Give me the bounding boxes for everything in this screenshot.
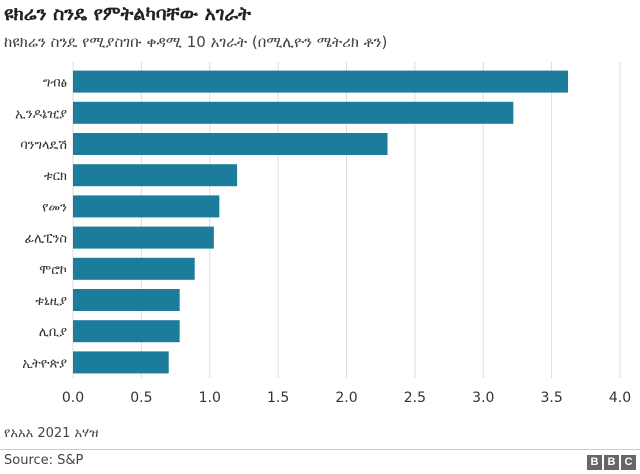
- bbc-logo-letter: B: [587, 455, 602, 470]
- bar-chart: ግብፅ ኢንዶኔዢያ ባንግላዴሽ ቱርክ የመን ፊሊፒንስ ሞሮኮ ቱኒዚያ ሊቢያ ኢትዮጵ…: [15, 62, 631, 405]
- category-label: ፊሊፒንስ: [25, 232, 67, 247]
- data-year-note: የአአአ 2021 አሃዝ: [4, 426, 99, 441]
- x-tick-label: 1.0: [199, 390, 221, 405]
- category-label: ኢትዮጵያ: [22, 356, 67, 371]
- bbc-logo-letter: C: [621, 455, 636, 470]
- bar: [73, 101, 514, 124]
- x-tick-label: 3.0: [472, 390, 494, 405]
- bar: [73, 195, 220, 218]
- bar: [73, 351, 169, 374]
- x-tick-label: 2.0: [335, 390, 357, 405]
- bar: [73, 70, 569, 93]
- bar: [73, 320, 180, 343]
- x-tick-label: 0.0: [62, 390, 84, 405]
- bar: [73, 133, 388, 155]
- category-label: ሞሮኮ: [39, 263, 67, 278]
- chart-title: ዩክሬን ስንዴ የምትልካባቸው አገራት: [4, 3, 251, 25]
- bbc-logo-letter: B: [604, 455, 619, 470]
- bar: [73, 289, 180, 311]
- category-label: ባንግላዴሽ: [20, 138, 67, 153]
- bar: [73, 226, 214, 249]
- chart-subtitle: ከዩክሬን ስንዴ የሚያስገቡ ቀዳሚ 10 አገራት (በሚሊዮን ሜትሪክ…: [4, 33, 388, 51]
- category-label: ኢንዶኔዢያ: [15, 107, 67, 122]
- category-label: ቱኒዚያ: [35, 294, 67, 309]
- bar: [73, 257, 195, 280]
- category-label: ሊቢያ: [39, 325, 67, 340]
- category-label: ቱርክ: [44, 169, 67, 184]
- x-tick-label: 1.5: [267, 390, 289, 405]
- x-tick-label: 4.0: [609, 390, 631, 405]
- source-label: Source: S&P: [4, 453, 84, 468]
- x-tick-label: 0.5: [130, 390, 152, 405]
- x-tick-label: 3.5: [540, 390, 562, 405]
- category-label: የመን: [42, 200, 67, 215]
- footer-divider: [0, 449, 640, 450]
- bbc-logo: B B C: [587, 455, 636, 470]
- x-tick-label: 2.5: [404, 390, 426, 405]
- bar: [73, 164, 238, 187]
- category-label: ግብፅ: [43, 76, 67, 91]
